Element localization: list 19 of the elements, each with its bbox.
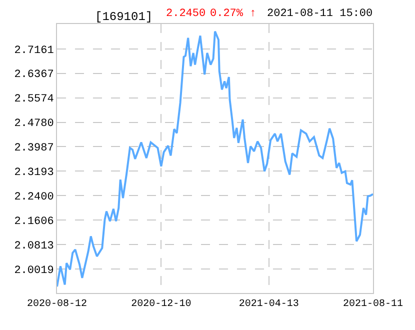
line-series: [57, 30, 373, 288]
y-tick-label: 2.1606: [14, 216, 54, 228]
y-tick-label: 2.3987: [14, 142, 54, 155]
y-tick-label: 2.6367: [14, 69, 54, 82]
x-tick-label: 2021-04-13: [238, 299, 299, 310]
y-tick-label: 2.3193: [14, 167, 54, 180]
y-tick-label: 2.5574: [14, 94, 54, 106]
chart-title: [169101]: [95, 10, 153, 24]
x-tick-label: 2020-08-12: [26, 299, 88, 310]
y-tick-label: 2.7161: [14, 44, 54, 57]
y-tick-label: 2.4780: [14, 118, 54, 130]
y-tick-label: 2.0813: [14, 240, 54, 252]
text: 2.2450: [166, 8, 206, 20]
text: 2021-08-11 15:00: [267, 8, 373, 20]
y-tick-label: 2.2400: [14, 191, 54, 204]
y-tick-label: 2.0019: [14, 264, 54, 277]
text: 0.27% ↑: [210, 8, 256, 20]
x-tick-label: 2020-12-10: [131, 299, 192, 310]
x-tick-label: 2021-08-11: [342, 299, 404, 310]
